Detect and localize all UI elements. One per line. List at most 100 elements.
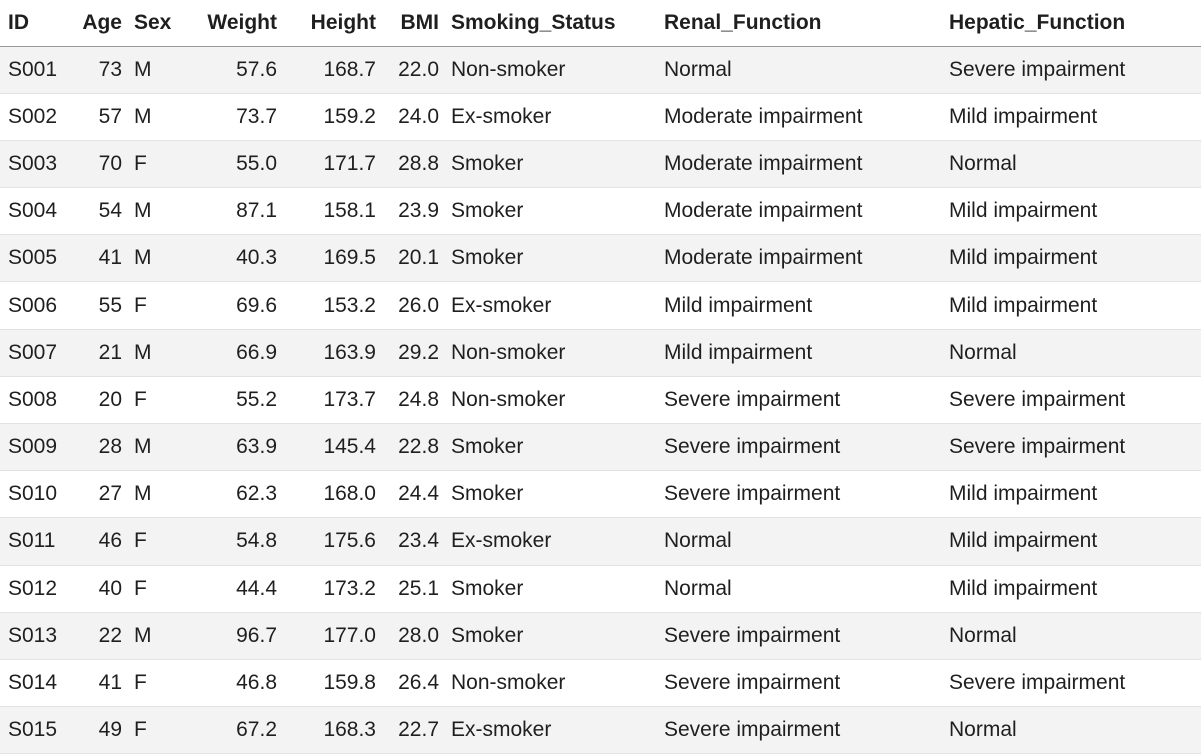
- table-row: S001 73 M 57.6 168.7 22.0 Non-smoker Normal Seve…: [0, 46, 1201, 94]
- cell-bmi: 22.0: [382, 46, 445, 94]
- cell-sex: F: [128, 565, 183, 613]
- cell-renal-function: Mild impairment: [656, 281, 941, 330]
- cell-age: 27: [70, 470, 128, 519]
- cell-weight: 73.7: [183, 93, 283, 141]
- cell-smoking-status: Ex-smoker: [445, 93, 656, 141]
- cell-hepatic-function: Mild impairment: [941, 470, 1201, 519]
- cell-height: 168.3: [283, 706, 382, 755]
- cell-weight: 63.9: [183, 423, 283, 472]
- cell-smoking-status: Smoker: [445, 470, 656, 519]
- cell-renal-function: Normal: [656, 46, 941, 94]
- cell-age: 55: [70, 281, 128, 330]
- cell-age: 40: [70, 565, 128, 613]
- column-header-weight: Weight: [183, 0, 283, 47]
- cell-bmi: 23.4: [382, 517, 445, 566]
- cell-hepatic-function: Mild impairment: [941, 234, 1201, 283]
- cell-height: 145.4: [283, 423, 382, 472]
- cell-hepatic-function: Mild impairment: [941, 93, 1201, 141]
- table-row: S014 41 F 46.8 159.8 26.4 Non-smoker Severe imp…: [0, 659, 1201, 708]
- cell-height: 177.0: [283, 612, 382, 660]
- cell-sex: M: [128, 423, 183, 472]
- column-header-sex: Sex: [128, 0, 183, 47]
- cell-sex: F: [128, 659, 183, 708]
- cell-smoking-status: Ex-smoker: [445, 281, 656, 330]
- cell-height: 159.8: [283, 659, 382, 708]
- cell-id: S001: [0, 46, 70, 94]
- cell-id: S004: [0, 187, 70, 236]
- cell-id: S006: [0, 281, 70, 330]
- cell-hepatic-function: Severe impairment: [941, 376, 1201, 425]
- cell-hepatic-function: Normal: [941, 612, 1201, 660]
- cell-age: 70: [70, 140, 128, 189]
- cell-renal-function: Severe impairment: [656, 706, 941, 755]
- cell-height: 173.2: [283, 565, 382, 613]
- cell-renal-function: Severe impairment: [656, 470, 941, 519]
- cell-bmi: 22.7: [382, 706, 445, 755]
- cell-id: S002: [0, 93, 70, 141]
- column-header-renal-function: Renal_Function: [656, 0, 941, 47]
- cell-sex: M: [128, 329, 183, 377]
- cell-hepatic-function: Normal: [941, 706, 1201, 755]
- cell-sex: F: [128, 517, 183, 566]
- cell-hepatic-function: Mild impairment: [941, 565, 1201, 613]
- cell-sex: M: [128, 187, 183, 236]
- table-row: S013 22 M 96.7 177.0 28.0 Smoker Severe impairm…: [0, 612, 1201, 660]
- cell-height: 173.7: [283, 376, 382, 425]
- cell-bmi: 22.8: [382, 423, 445, 472]
- cell-weight: 40.3: [183, 234, 283, 283]
- table-row: S004 54 M 87.1 158.1 23.9 Smoker Moderate impai…: [0, 187, 1201, 236]
- column-header-smoking-status: Smoking_Status: [445, 0, 656, 47]
- header-row: ID Age Sex Weight Height BMI Smoking_Status Ren…: [0, 0, 1201, 47]
- cell-height: 159.2: [283, 93, 382, 141]
- cell-hepatic-function: Normal: [941, 140, 1201, 189]
- cell-hepatic-function: Severe impairment: [941, 423, 1201, 472]
- cell-renal-function: Moderate impairment: [656, 187, 941, 236]
- cell-weight: 87.1: [183, 187, 283, 236]
- cell-id: S007: [0, 329, 70, 377]
- cell-weight: 66.9: [183, 329, 283, 377]
- cell-smoking-status: Ex-smoker: [445, 517, 656, 566]
- cell-smoking-status: Non-smoker: [445, 376, 656, 425]
- cell-hepatic-function: Severe impairment: [941, 46, 1201, 94]
- cell-height: 168.7: [283, 46, 382, 94]
- cell-height: 175.6: [283, 517, 382, 566]
- cell-id: S008: [0, 376, 70, 425]
- cell-weight: 54.8: [183, 517, 283, 566]
- cell-renal-function: Normal: [656, 517, 941, 566]
- cell-age: 46: [70, 517, 128, 566]
- cell-hepatic-function: Normal: [941, 329, 1201, 377]
- cell-bmi: 28.0: [382, 612, 445, 660]
- cell-height: 163.9: [283, 329, 382, 377]
- cell-sex: M: [128, 234, 183, 283]
- cell-age: 21: [70, 329, 128, 377]
- cell-smoking-status: Non-smoker: [445, 46, 656, 94]
- cell-hepatic-function: Mild impairment: [941, 517, 1201, 566]
- cell-sex: M: [128, 93, 183, 141]
- table-row: S011 46 F 54.8 175.6 23.4 Ex-smoker Normal Mild …: [0, 517, 1201, 566]
- cell-height: 153.2: [283, 281, 382, 330]
- column-header-bmi: BMI: [382, 0, 445, 47]
- cell-id: S009: [0, 423, 70, 472]
- cell-renal-function: Severe impairment: [656, 423, 941, 472]
- cell-age: 41: [70, 659, 128, 708]
- table-row: S010 27 M 62.3 168.0 24.4 Smoker Severe impairm…: [0, 470, 1201, 519]
- cell-weight: 46.8: [183, 659, 283, 708]
- cell-bmi: 24.8: [382, 376, 445, 425]
- table-header: ID Age Sex Weight Height BMI Smoking_Status Ren…: [0, 0, 1201, 47]
- cell-smoking-status: Smoker: [445, 565, 656, 613]
- cell-renal-function: Moderate impairment: [656, 234, 941, 283]
- cell-bmi: 26.0: [382, 281, 445, 330]
- cell-bmi: 28.8: [382, 140, 445, 189]
- cell-weight: 62.3: [183, 470, 283, 519]
- cell-id: S014: [0, 659, 70, 708]
- cell-weight: 55.2: [183, 376, 283, 425]
- cell-smoking-status: Non-smoker: [445, 329, 656, 377]
- cell-sex: F: [128, 281, 183, 330]
- table-row: S009 28 M 63.9 145.4 22.8 Smoker Severe impairm…: [0, 423, 1201, 472]
- cell-sex: F: [128, 376, 183, 425]
- cell-age: 22: [70, 612, 128, 660]
- cell-id: S010: [0, 470, 70, 519]
- cell-bmi: 23.9: [382, 187, 445, 236]
- cell-weight: 55.0: [183, 140, 283, 189]
